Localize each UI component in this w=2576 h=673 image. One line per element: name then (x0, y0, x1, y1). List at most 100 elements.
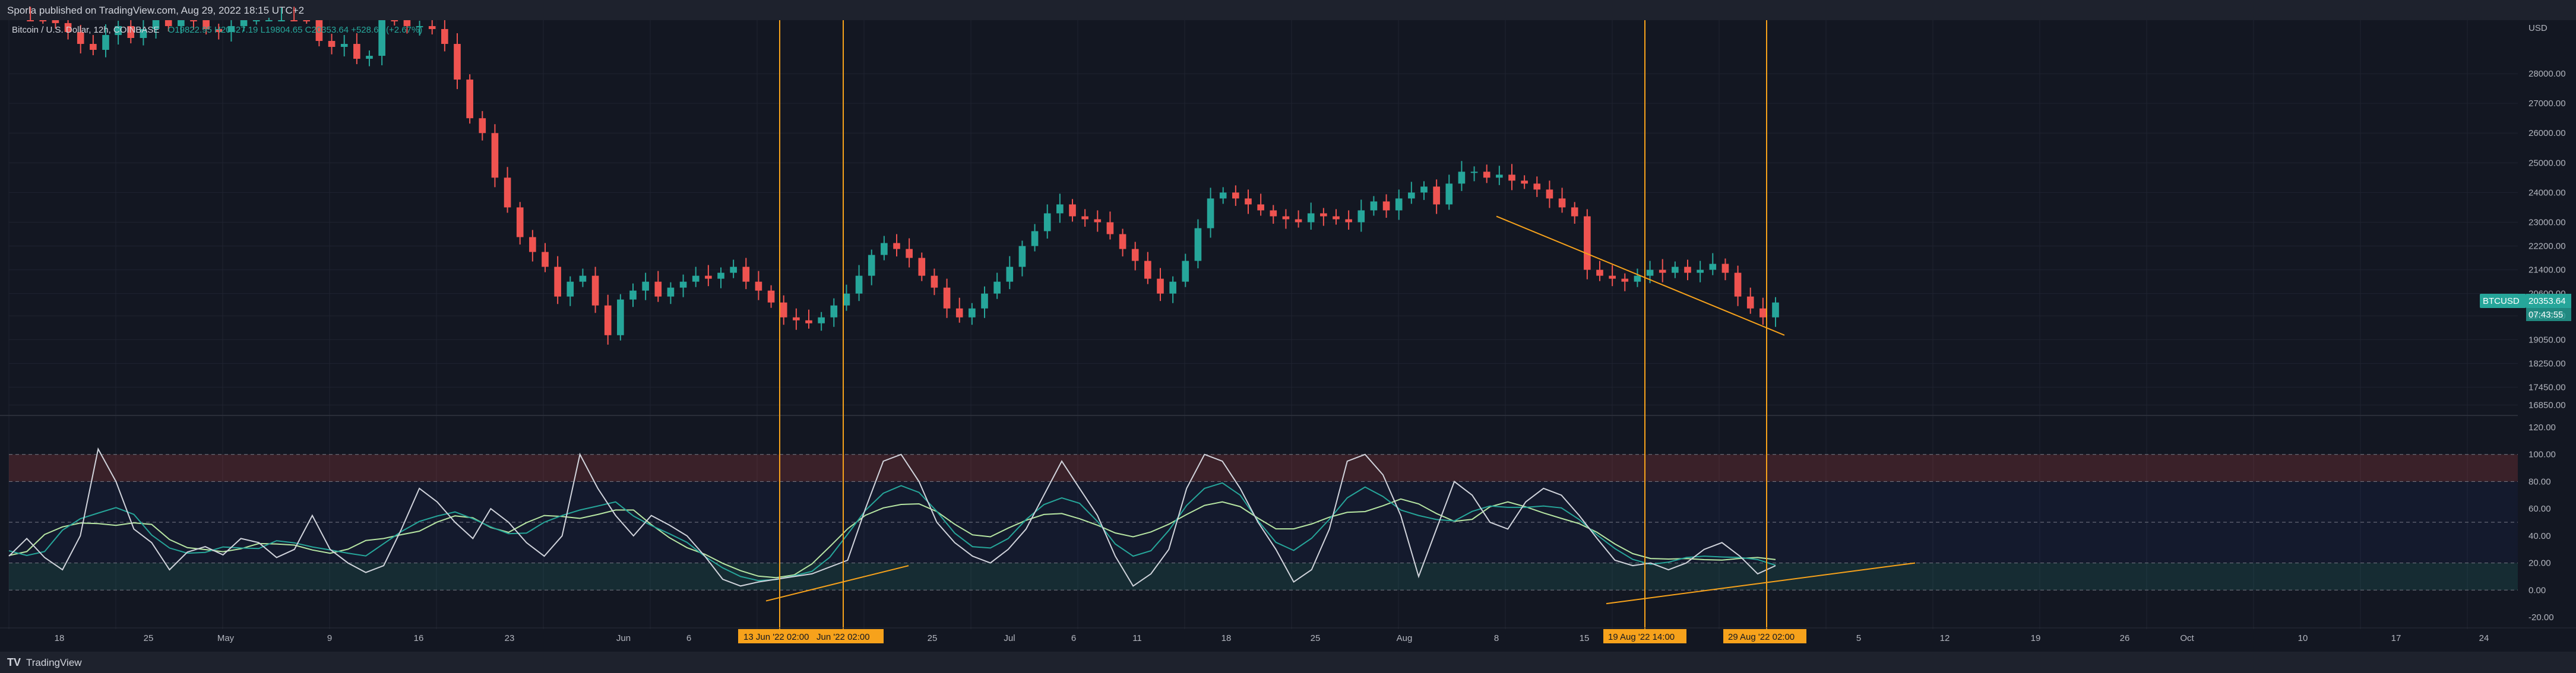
candle-body (755, 281, 762, 291)
brand-name: TradingView (26, 657, 82, 668)
candle-body (993, 281, 1001, 294)
bottom-bar: TV TradingView (0, 652, 2576, 673)
candle-body (1433, 186, 1440, 205)
candle-body (1634, 275, 1641, 282)
date-tag (1723, 629, 1806, 643)
price-axis-label: 24000.00 (2528, 188, 2566, 198)
candle-body (227, 26, 235, 32)
time-axis-label: 25 (1311, 633, 1321, 643)
osc-axis-label: 60.00 (2528, 504, 2551, 514)
time-axis-label: 24 (2479, 633, 2489, 643)
candle-body (667, 287, 675, 297)
oscillator-zones (9, 454, 2518, 591)
candle-body (692, 275, 700, 282)
price-axis-label: 18250.00 (2528, 358, 2566, 369)
candle-body (491, 133, 499, 178)
ticker-tag (2480, 294, 2526, 309)
candle-body (1772, 302, 1779, 318)
candle-body (793, 317, 800, 320)
candle-body (1382, 201, 1390, 211)
candle-body (479, 118, 486, 134)
candle-body (1621, 278, 1629, 282)
time-axis-label: 9 (327, 633, 332, 643)
time-axis-label: 18 (55, 633, 65, 643)
ohlc-values: O19822.95 H20427.19 L19804.65 C20353.64 … (167, 25, 423, 35)
time-axis-label: 17 (2391, 633, 2401, 643)
candle-body (403, 20, 411, 26)
ticker-tag-label: BTCUSD (2483, 296, 2520, 306)
candle-body (780, 302, 787, 318)
candle-body (1521, 180, 1528, 184)
candle-body (931, 275, 938, 288)
candle-body (378, 20, 385, 56)
time-axis-label: 19 (2031, 633, 2041, 643)
candle-body (1282, 216, 1290, 220)
candle-body (152, 20, 160, 29)
time-axis-label: 16 (414, 633, 424, 643)
vertical-markers (779, 20, 1767, 629)
time-axis-label: 15 (1580, 633, 1590, 643)
symbol-title: Bitcoin / U.S. Dollar, 12h, COINBASE (12, 25, 160, 35)
price-axis-label: 26000.00 (2528, 128, 2566, 138)
oversold-zone (9, 563, 2518, 591)
candle-body (818, 317, 825, 323)
candle-body (27, 20, 34, 21)
osc-axis-label: 80.00 (2528, 477, 2551, 487)
oscillator-main-line (8, 447, 1776, 587)
oscillator-slow-line (8, 498, 1776, 579)
candle-body (567, 281, 574, 297)
candle-body (1508, 174, 1515, 181)
candle-body (1734, 272, 1742, 297)
candle-body (202, 20, 210, 29)
candle-body (366, 56, 373, 59)
candle-body (64, 23, 72, 32)
candle-body (604, 305, 612, 335)
price-axis-currency: USD (2528, 23, 2547, 33)
publish-info: Sporla published on TradingView.com, Aug… (7, 5, 305, 16)
date-tag-label: 13 Jun '22 02:00 (743, 632, 809, 642)
candle-body (265, 20, 273, 21)
candle-body (140, 28, 147, 38)
candle-body (955, 308, 963, 318)
price-axis-label: 27000.00 (2528, 99, 2566, 109)
candle-body (1245, 198, 1252, 205)
candle-body (642, 281, 649, 291)
candle-body (705, 275, 712, 279)
candle-body (416, 26, 423, 27)
candle-body (554, 266, 561, 297)
last-price-label: 20353.64 (2528, 296, 2566, 306)
candle-body (1533, 183, 1541, 190)
price-axis-label: 21400.00 (2528, 265, 2566, 275)
candle-body (1483, 172, 1490, 178)
candle-body (1119, 234, 1126, 249)
candle-body (1257, 204, 1264, 211)
candle-body (1169, 281, 1176, 294)
time-axis-label: 8 (1494, 633, 1499, 643)
time-axis-label: 6 (1071, 633, 1076, 643)
osc-axis-label: 0.00 (2528, 585, 2546, 595)
candle-body (969, 308, 976, 318)
candle-body (742, 266, 750, 282)
candle-body (215, 28, 223, 32)
candle-body (654, 281, 662, 297)
candle-body (1609, 275, 1616, 279)
candle-body (315, 20, 323, 41)
candle-body (1759, 308, 1767, 318)
candle-body (1646, 269, 1654, 276)
candle-body (516, 207, 524, 237)
candle-body (1006, 266, 1014, 282)
candle-body (767, 290, 775, 303)
symbol-legend[interactable]: Bitcoin / U.S. Dollar, 12h, COINBASE O19… (12, 25, 422, 35)
candle-body (1370, 201, 1378, 211)
candle-body (102, 34, 109, 50)
candle-body (164, 20, 172, 26)
price-axis-label: 28000.00 (2528, 69, 2566, 79)
time-axis-label: 23 (505, 633, 515, 643)
candle-body (1194, 228, 1202, 261)
candle-body (1106, 222, 1114, 234)
candle-body (868, 255, 875, 276)
candle-body (240, 20, 248, 26)
time-axis-label: 6 (686, 633, 691, 643)
candle-body (1697, 269, 1704, 273)
